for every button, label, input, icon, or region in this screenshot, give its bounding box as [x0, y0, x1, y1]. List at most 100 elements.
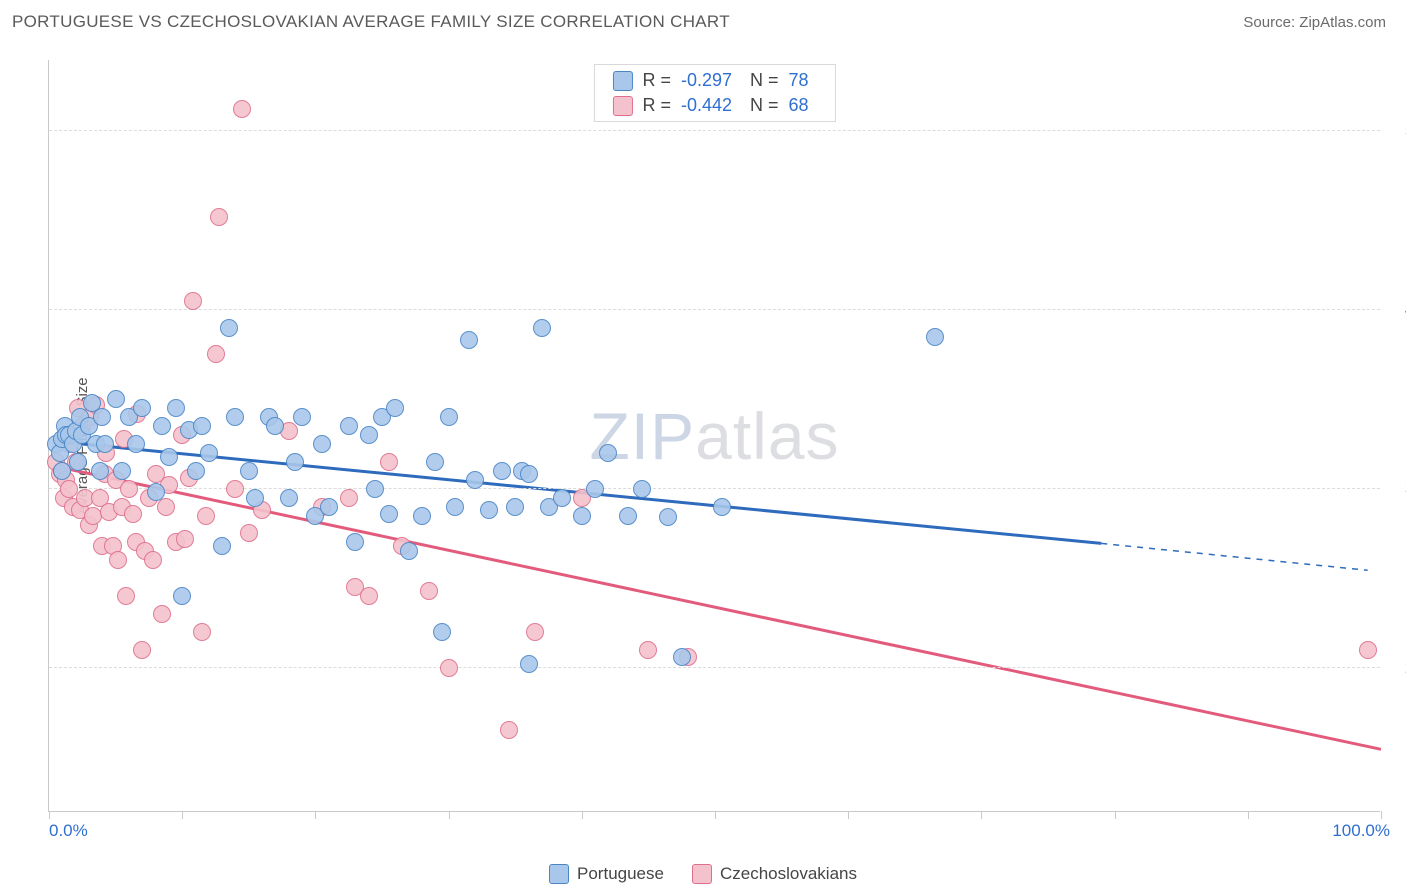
scatter-point-portuguese: [926, 328, 944, 346]
scatter-point-czech: [124, 505, 142, 523]
gridline: [49, 488, 1380, 489]
scatter-point-portuguese: [200, 444, 218, 462]
scatter-point-portuguese: [340, 417, 358, 435]
scatter-point-portuguese: [226, 408, 244, 426]
scatter-point-portuguese: [659, 508, 677, 526]
scatter-point-czech: [639, 641, 657, 659]
scatter-point-portuguese: [167, 399, 185, 417]
scatter-point-czech: [233, 100, 251, 118]
legend-item-portuguese: Portuguese: [549, 864, 664, 884]
scatter-point-portuguese: [153, 417, 171, 435]
scatter-point-portuguese: [573, 507, 591, 525]
scatter-point-portuguese: [113, 462, 131, 480]
scatter-point-portuguese: [460, 331, 478, 349]
scatter-point-portuguese: [553, 489, 571, 507]
x-tick: [582, 811, 583, 819]
x-tick: [848, 811, 849, 819]
scatter-point-portuguese: [280, 489, 298, 507]
scatter-point-czech: [207, 345, 225, 363]
x-tick: [715, 811, 716, 819]
scatter-point-portuguese: [433, 623, 451, 641]
scatter-point-portuguese: [286, 453, 304, 471]
x-tick: [1248, 811, 1249, 819]
scatter-point-portuguese: [246, 489, 264, 507]
scatter-point-czech: [440, 659, 458, 677]
scatter-point-czech: [109, 551, 127, 569]
scatter-point-portuguese: [506, 498, 524, 516]
plot-area: ZIPatlas R =-0.297N =78R =-0.442N =68 2.…: [48, 60, 1380, 812]
legend-swatch-czech: [692, 864, 712, 884]
scatter-point-portuguese: [213, 537, 231, 555]
scatter-point-portuguese: [673, 648, 691, 666]
scatter-point-portuguese: [127, 435, 145, 453]
scatter-point-portuguese: [520, 465, 538, 483]
chart-title: PORTUGUESE VS CZECHOSLOVAKIAN AVERAGE FA…: [12, 12, 730, 32]
scatter-point-czech: [157, 498, 175, 516]
scatter-point-portuguese: [193, 417, 211, 435]
scatter-point-portuguese: [266, 417, 284, 435]
x-tick: [315, 811, 316, 819]
scatter-point-portuguese: [187, 462, 205, 480]
scatter-point-czech: [153, 605, 171, 623]
legend-label: Portuguese: [577, 864, 664, 884]
scatter-point-czech: [184, 292, 202, 310]
legend-item-czech: Czechoslovakians: [692, 864, 857, 884]
scatter-point-czech: [120, 480, 138, 498]
scatter-point-portuguese: [586, 480, 604, 498]
scatter-point-portuguese: [346, 533, 364, 551]
gridline: [49, 309, 1380, 310]
scatter-point-portuguese: [599, 444, 617, 462]
scatter-point-portuguese: [713, 498, 731, 516]
scatter-point-portuguese: [400, 542, 418, 560]
scatter-point-czech: [526, 623, 544, 641]
scatter-point-portuguese: [446, 498, 464, 516]
source-prefix: Source:: [1243, 14, 1299, 31]
scatter-point-czech: [1359, 641, 1377, 659]
x-min-label: 0.0%: [49, 821, 88, 841]
scatter-point-portuguese: [493, 462, 511, 480]
scatter-point-portuguese: [220, 319, 238, 337]
scatter-point-portuguese: [173, 587, 191, 605]
x-max-label: 100.0%: [1332, 821, 1390, 841]
scatter-point-portuguese: [633, 480, 651, 498]
x-tick: [981, 811, 982, 819]
scatter-point-portuguese: [480, 501, 498, 519]
scatter-point-czech: [340, 489, 358, 507]
scatter-point-portuguese: [53, 462, 71, 480]
scatter-point-czech: [500, 721, 518, 739]
scatter-point-czech: [144, 551, 162, 569]
scatter-point-czech: [133, 641, 151, 659]
scatter-point-czech: [176, 530, 194, 548]
legend-swatch-portuguese: [549, 864, 569, 884]
chart-source: Source: ZipAtlas.com: [1243, 14, 1386, 31]
scatter-point-czech: [117, 587, 135, 605]
x-tick: [49, 811, 50, 819]
x-tick: [182, 811, 183, 819]
scatter-point-portuguese: [380, 505, 398, 523]
scatter-point-portuguese: [533, 319, 551, 337]
source-name: ZipAtlas.com: [1299, 14, 1386, 31]
scatter-point-portuguese: [107, 390, 125, 408]
scatter-point-portuguese: [520, 655, 538, 673]
scatter-point-portuguese: [96, 435, 114, 453]
scatter-point-portuguese: [360, 426, 378, 444]
scatter-point-portuguese: [293, 408, 311, 426]
scatter-point-portuguese: [320, 498, 338, 516]
scatter-point-portuguese: [413, 507, 431, 525]
trend-lines-svg: [49, 60, 1381, 812]
chart-header: PORTUGUESE VS CZECHOSLOVAKIAN AVERAGE FA…: [0, 0, 1406, 44]
scatter-point-portuguese: [91, 462, 109, 480]
scatter-point-czech: [420, 582, 438, 600]
scatter-point-portuguese: [69, 453, 87, 471]
scatter-point-czech: [193, 623, 211, 641]
scatter-point-portuguese: [619, 507, 637, 525]
scatter-point-portuguese: [93, 408, 111, 426]
scatter-point-portuguese: [240, 462, 258, 480]
scatter-point-czech: [240, 524, 258, 542]
scatter-point-portuguese: [386, 399, 404, 417]
x-tick: [1381, 811, 1382, 819]
scatter-point-czech: [197, 507, 215, 525]
legend-label: Czechoslovakians: [720, 864, 857, 884]
x-tick: [1115, 811, 1116, 819]
scatter-point-czech: [360, 587, 378, 605]
